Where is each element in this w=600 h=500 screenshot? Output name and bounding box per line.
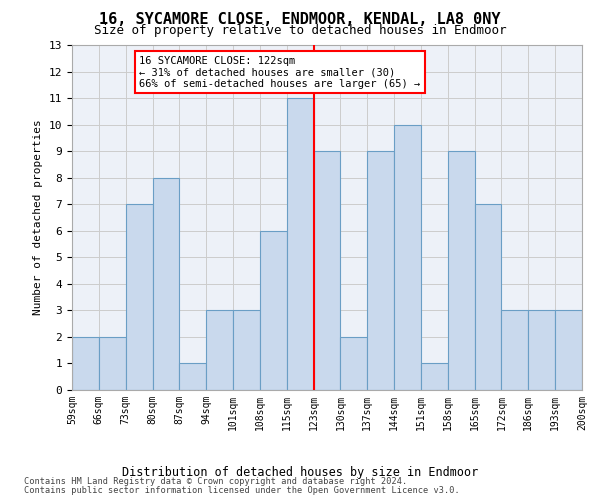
- Bar: [206, 310, 233, 390]
- Bar: [340, 337, 367, 390]
- Bar: [72, 337, 99, 390]
- Bar: [314, 151, 340, 390]
- Text: 16 SYCAMORE CLOSE: 122sqm
← 31% of detached houses are smaller (30)
66% of semi-: 16 SYCAMORE CLOSE: 122sqm ← 31% of detac…: [139, 56, 421, 89]
- Y-axis label: Number of detached properties: Number of detached properties: [33, 120, 43, 316]
- Text: Size of property relative to detached houses in Endmoor: Size of property relative to detached ho…: [94, 24, 506, 37]
- Bar: [99, 337, 125, 390]
- Text: Distribution of detached houses by size in Endmoor: Distribution of detached houses by size …: [122, 466, 478, 479]
- Bar: [260, 231, 287, 390]
- Text: Contains public sector information licensed under the Open Government Licence v3: Contains public sector information licen…: [24, 486, 460, 495]
- Bar: [287, 98, 314, 390]
- Bar: [152, 178, 179, 390]
- Text: 16, SYCAMORE CLOSE, ENDMOOR, KENDAL, LA8 0NY: 16, SYCAMORE CLOSE, ENDMOOR, KENDAL, LA8…: [99, 12, 501, 26]
- Bar: [179, 364, 206, 390]
- Bar: [448, 151, 475, 390]
- Bar: [555, 310, 582, 390]
- Bar: [475, 204, 502, 390]
- Bar: [529, 310, 555, 390]
- Bar: [421, 364, 448, 390]
- Bar: [125, 204, 152, 390]
- Text: Contains HM Land Registry data © Crown copyright and database right 2024.: Contains HM Land Registry data © Crown c…: [24, 477, 407, 486]
- Bar: [367, 151, 394, 390]
- Bar: [502, 310, 529, 390]
- Bar: [233, 310, 260, 390]
- Bar: [394, 124, 421, 390]
